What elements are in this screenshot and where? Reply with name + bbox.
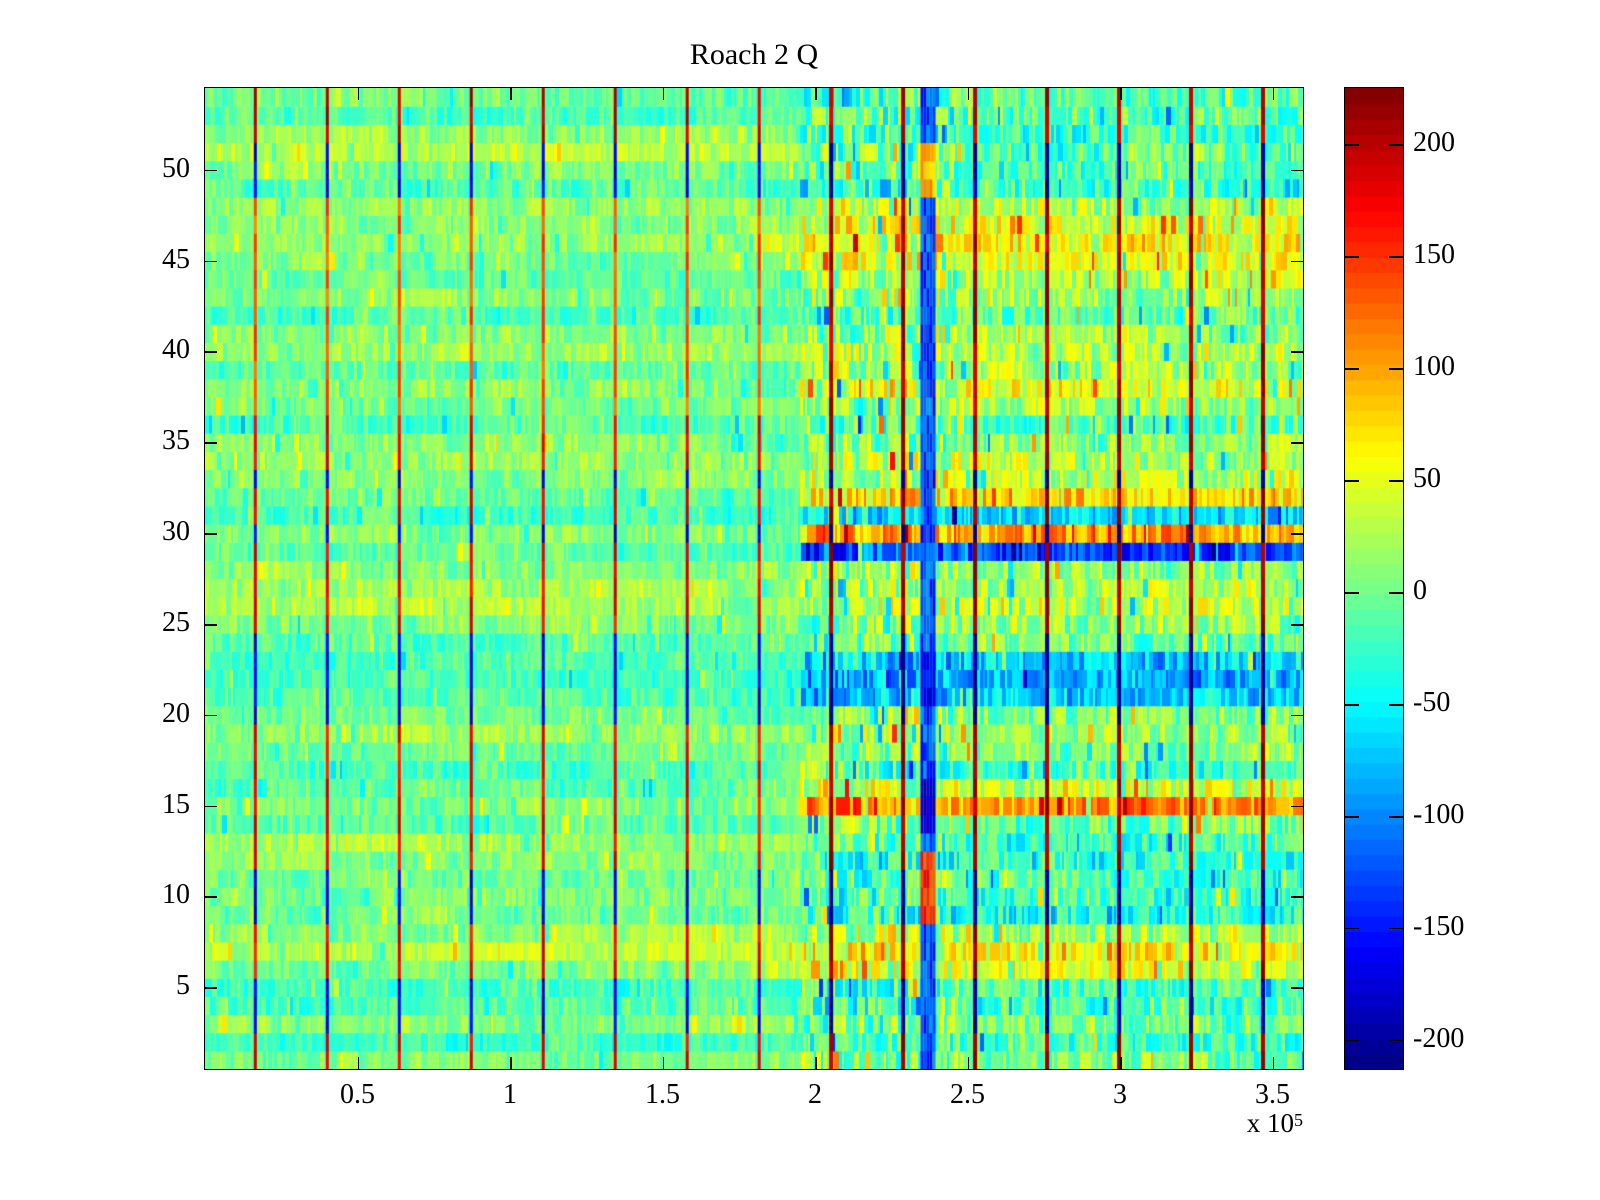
- y-tick-right: [1291, 351, 1303, 353]
- colorbar-tick-left: [1345, 591, 1359, 594]
- x-tick-bottom: [662, 1057, 665, 1069]
- y-tick-label: 40: [162, 334, 190, 366]
- colorbar-tick-label: 100: [1413, 350, 1455, 382]
- colorbar-tick-label: -150: [1413, 910, 1465, 942]
- y-tick-right: [1291, 442, 1303, 444]
- y-tick-right: [1291, 896, 1303, 898]
- x-tick-label: 1.5: [645, 1079, 680, 1110]
- y-tick-left: [205, 987, 217, 989]
- plot-area: [204, 87, 1304, 1070]
- y-tick-label: 15: [162, 788, 190, 820]
- colorbar-tick-right: [1389, 367, 1403, 370]
- x-tick-label: 0.5: [340, 1079, 375, 1110]
- y-tick-label: 50: [162, 152, 190, 184]
- colorbar-tick-right: [1389, 815, 1403, 818]
- y-tick-right: [1291, 169, 1303, 172]
- x-tick-bottom: [1120, 1057, 1122, 1069]
- x-tick-top: [815, 88, 817, 100]
- colorbar-tick-label: -50: [1413, 686, 1451, 718]
- colorbar-tick-right: [1389, 591, 1403, 594]
- y-tick-left: [205, 442, 217, 444]
- x-tick-top: [1120, 88, 1122, 100]
- colorbar-tick-left: [1345, 927, 1359, 930]
- y-tick-label: 20: [162, 697, 190, 729]
- x-mult-exponent: 5: [1294, 1110, 1303, 1130]
- colorbar-tick-right: [1389, 1039, 1403, 1042]
- y-tick-left: [205, 351, 217, 353]
- colorbar-tick-right: [1389, 255, 1403, 258]
- y-tick-right: [1291, 260, 1303, 263]
- y-tick-label: 35: [162, 425, 190, 457]
- x-tick-top: [662, 88, 665, 100]
- colorbar-tick-label: 50: [1413, 462, 1441, 494]
- colorbar-tick-left: [1345, 479, 1359, 482]
- colorbar-tick-left: [1345, 255, 1359, 258]
- y-tick-right: [1291, 805, 1303, 808]
- x-tick-top: [967, 88, 970, 100]
- x-tick-bottom: [510, 1057, 512, 1069]
- y-tick-left: [205, 805, 217, 808]
- x-tick-label: 2: [808, 1079, 822, 1110]
- y-tick-label: 45: [162, 243, 190, 275]
- colorbar-tick-left: [1345, 815, 1359, 818]
- x-tick-label: 2.5: [950, 1079, 985, 1110]
- colorbar-tick-label: -100: [1413, 798, 1465, 830]
- x-tick-label: 1: [503, 1079, 517, 1110]
- y-tick-left: [205, 533, 217, 535]
- x-tick-label: 3.5: [1255, 1079, 1290, 1110]
- colorbar: [1344, 87, 1404, 1070]
- colorbar-tick-left: [1345, 1039, 1359, 1042]
- y-tick-label: 5: [176, 970, 190, 1002]
- colorbar-tick-left: [1345, 703, 1359, 706]
- colorbar-tick-label: -200: [1413, 1022, 1465, 1054]
- x-mult-base: x 10: [1246, 1108, 1294, 1138]
- x-axis-multiplier: x 105: [1133, 1108, 1303, 1139]
- y-tick-label: 25: [162, 606, 190, 638]
- y-tick-left: [205, 260, 217, 263]
- y-tick-right: [1291, 714, 1303, 717]
- colorbar-tick-right: [1389, 143, 1403, 146]
- y-tick-left: [205, 714, 217, 717]
- colorbar-tick-right: [1389, 927, 1403, 930]
- colorbar-tick-right: [1389, 703, 1403, 706]
- colorbar-tick-left: [1345, 367, 1359, 370]
- chart-title: Roach 2 Q: [689, 38, 819, 71]
- x-tick-top: [510, 88, 512, 100]
- x-tick-top: [357, 88, 360, 100]
- colorbar-tick-label: 150: [1413, 238, 1455, 270]
- colorbar-tick-label: 0: [1413, 574, 1427, 606]
- x-tick-bottom: [357, 1057, 360, 1069]
- colorbar-canvas: [1345, 88, 1403, 1069]
- y-tick-right: [1291, 533, 1303, 535]
- y-tick-left: [205, 623, 217, 626]
- heatmap-canvas: [205, 88, 1303, 1069]
- y-tick-left: [205, 169, 217, 172]
- y-tick-label: 10: [162, 879, 190, 911]
- x-tick-top: [1272, 88, 1275, 100]
- x-tick-bottom: [1272, 1057, 1275, 1069]
- y-tick-left: [205, 896, 217, 898]
- colorbar-tick-right: [1389, 479, 1403, 482]
- colorbar-tick-label: 200: [1413, 126, 1455, 158]
- y-tick-right: [1291, 987, 1303, 989]
- y-tick-label: 30: [162, 516, 190, 548]
- colorbar-tick-left: [1345, 143, 1359, 146]
- y-tick-right: [1291, 623, 1303, 626]
- x-tick-bottom: [815, 1057, 817, 1069]
- x-tick-bottom: [967, 1057, 970, 1069]
- x-tick-label: 3: [1113, 1079, 1127, 1110]
